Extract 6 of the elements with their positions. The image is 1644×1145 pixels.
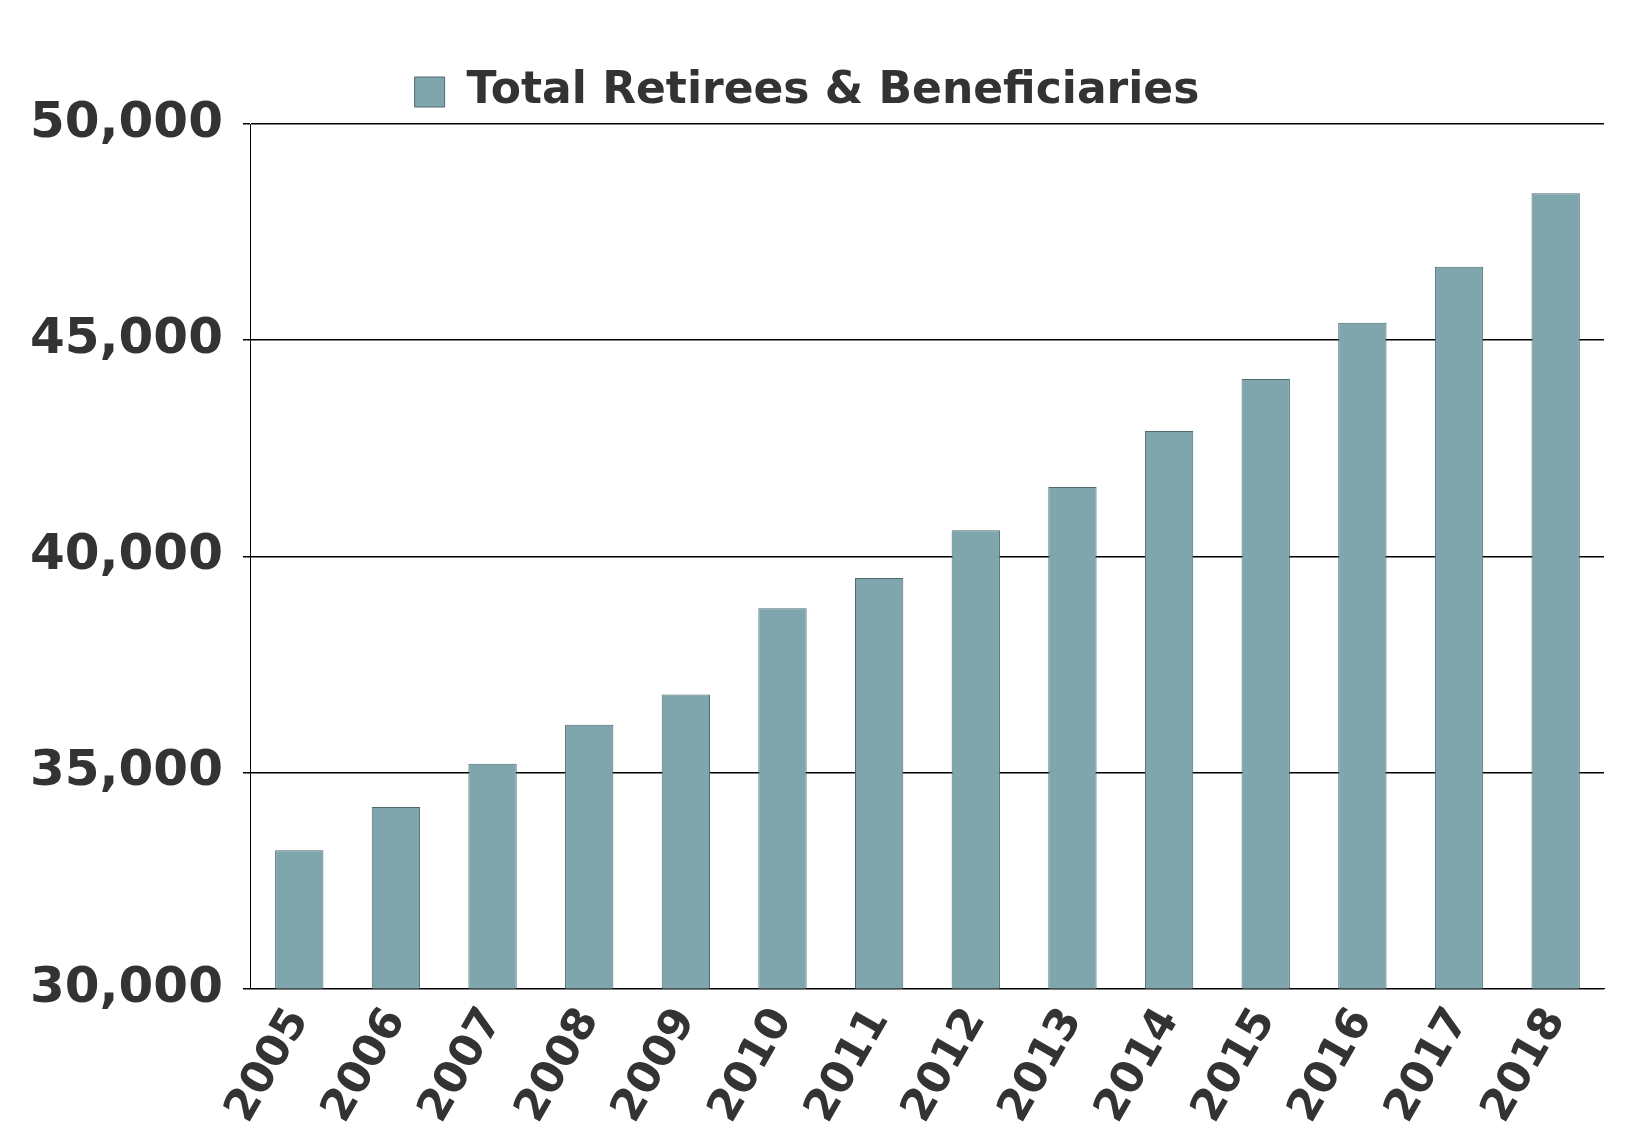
y-tick-label: 35,000 <box>29 739 223 798</box>
legend-label: Total Retirees & Beneficiaries <box>466 62 1200 114</box>
y-tick-label: 50,000 <box>29 90 223 149</box>
y-tick-label: 40,000 <box>29 523 223 582</box>
y-tick-label: 30,000 <box>29 955 223 1014</box>
y-tick-label: 45,000 <box>29 307 223 366</box>
